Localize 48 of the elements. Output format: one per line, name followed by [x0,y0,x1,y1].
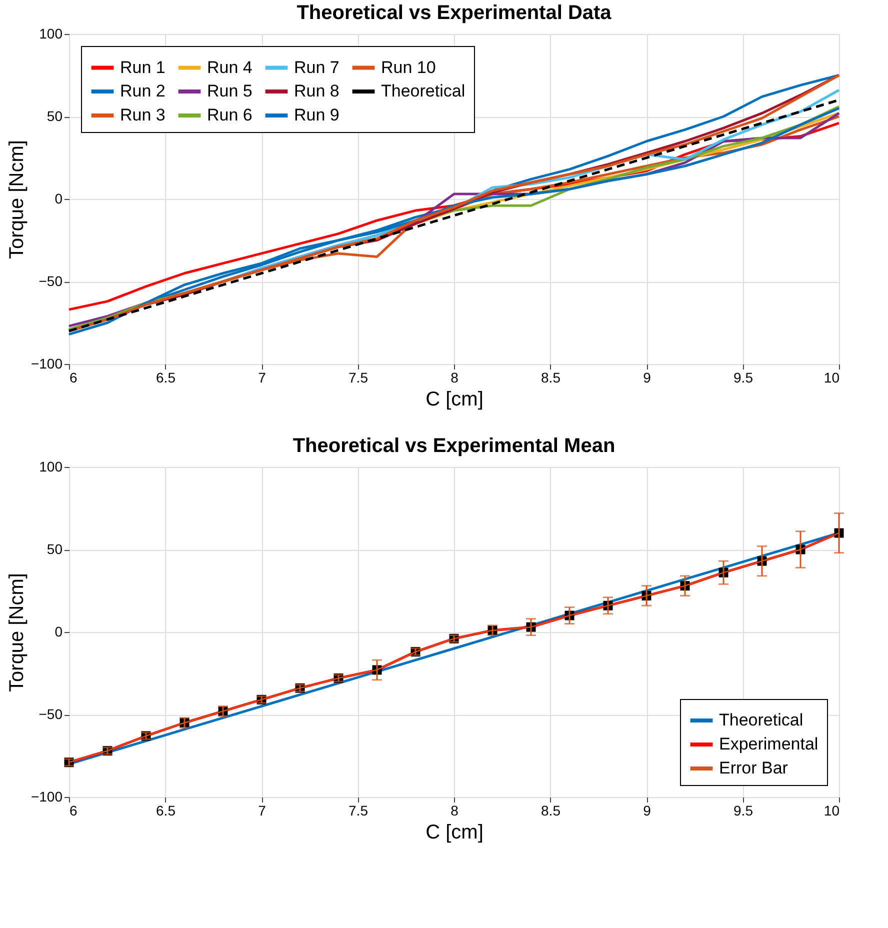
legend-label: Run 9 [294,106,340,124]
legend-label: Run 10 [381,58,436,77]
x-tick-label: 9.5 [734,370,754,386]
x-tick-label: 8.5 [541,802,561,818]
legend-label: Theoretical [381,82,466,100]
legend-label: Run 2 [120,82,166,100]
y-tick-label: 0 [54,190,63,206]
legend-label: Run 8 [294,82,340,100]
x-tick-label: 6 [70,802,78,818]
legend-label: Run 1 [120,58,166,77]
x-tick-label: 8 [450,370,459,386]
y-tick-label: 0 [54,624,63,640]
x-tick-label: 8.5 [541,370,561,386]
legend-label: Run 3 [120,106,166,124]
x-tick-label: 10 [824,802,840,818]
y-tick-label: 100 [39,26,63,42]
y-axis-title: Torque [Ncm] [6,140,28,259]
x-tick-label: 7.5 [348,802,368,818]
y-tick-label: 50 [46,541,63,557]
x-tick-label: 6.5 [156,802,176,818]
legend-label: Run 5 [207,82,252,100]
x-tick-label: 9 [643,802,652,818]
x-tick-label: 6 [70,370,78,386]
x-tick-label: 9.5 [734,802,754,818]
x-axis-title: C [cm] [426,388,484,410]
legend-label: Run 4 [207,58,252,77]
legend-label: Error Bar [719,758,788,778]
y-tick-label: −50 [38,273,63,289]
legend-label: Run 7 [294,58,340,77]
x-tick-label: 8 [450,802,459,818]
y-axis-title: Torque [Ncm] [6,573,28,692]
y-tick-label: −100 [30,356,63,372]
x-axis-title: C [cm] [426,822,484,844]
x-tick-label: 7.5 [348,370,368,386]
legend-label: Run 6 [207,106,252,124]
legend-label: Theoretical [719,710,804,730]
x-tick-label: 6.5 [156,370,176,386]
legend-label: Experimental [719,734,818,754]
y-tick-label: 50 [46,108,63,124]
y-tick-label: 100 [39,458,63,474]
y-tick-label: −100 [30,788,63,804]
chart-title: Theoretical vs Experimental Data [296,2,612,24]
x-tick-label: 10 [824,370,840,386]
chart-title: Theoretical vs Experimental Mean [292,435,616,457]
x-tick-label: 7 [258,802,266,818]
y-tick-label: −50 [38,706,63,722]
x-tick-label: 9 [643,370,652,386]
x-tick-label: 7 [258,370,266,386]
